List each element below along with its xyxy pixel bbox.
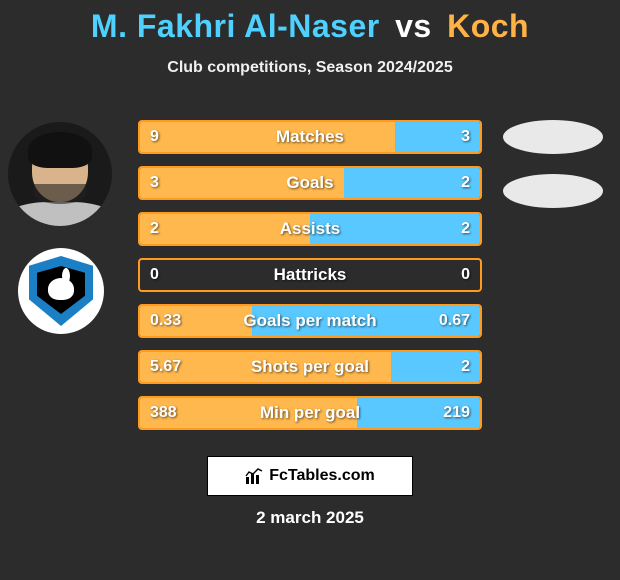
- right-column: [495, 110, 610, 208]
- page-title: M. Fakhri Al-Naser vs Koch: [0, 0, 620, 45]
- stat-value-p2: 0: [461, 266, 470, 284]
- stat-value-p1: 0.33: [150, 312, 181, 330]
- stat-row: 5.67Shots per goal2: [138, 350, 482, 384]
- stat-value-p2: 2: [461, 358, 470, 376]
- stat-value-p1: 0: [150, 266, 159, 284]
- stat-fill-p2: [310, 214, 480, 244]
- stat-label: Hattricks: [140, 265, 480, 285]
- stat-fill-p1: [140, 168, 344, 198]
- date-label: 2 march 2025: [0, 508, 620, 528]
- stat-fill-p1: [140, 122, 395, 152]
- stat-value-p2: 2: [461, 220, 470, 238]
- stat-value-p1: 2: [150, 220, 159, 238]
- stat-value-p2: 3: [461, 128, 470, 146]
- stat-row: 9Matches3: [138, 120, 482, 154]
- title-vs: vs: [395, 8, 432, 44]
- player1-avatar: [8, 122, 112, 226]
- branding-label: FcTables.com: [269, 467, 375, 485]
- branding-badge: FcTables.com: [207, 456, 413, 496]
- stat-row: 2Assists2: [138, 212, 482, 246]
- stat-fill-p1: [140, 214, 310, 244]
- stat-value-p1: 388: [150, 404, 177, 422]
- stat-value-p1: 3: [150, 174, 159, 192]
- stat-value-p2: 0.67: [439, 312, 470, 330]
- title-player2: Koch: [447, 8, 529, 44]
- player2-avatar: [503, 120, 603, 154]
- player2-club-badge: [503, 174, 603, 208]
- title-player1: M. Fakhri Al-Naser: [91, 8, 380, 44]
- stat-row: 0.33Goals per match0.67: [138, 304, 482, 338]
- left-column: [8, 110, 123, 334]
- stat-value-p1: 9: [150, 128, 159, 146]
- player1-club-badge: [18, 248, 104, 334]
- stat-fill-p2: [344, 168, 480, 198]
- stat-row: 3Goals2: [138, 166, 482, 200]
- stat-row: 388Min per goal219: [138, 396, 482, 430]
- stat-value-p2: 219: [443, 404, 470, 422]
- chart-icon: [245, 467, 263, 485]
- stat-value-p2: 2: [461, 174, 470, 192]
- stat-value-p1: 5.67: [150, 358, 181, 376]
- stats-bars: 9Matches3 3Goals2 2Assists2 0Hattricks0 0.33…: [138, 120, 482, 442]
- stat-row: 0Hattricks0: [138, 258, 482, 292]
- subtitle: Club competitions, Season 2024/2025: [0, 59, 620, 77]
